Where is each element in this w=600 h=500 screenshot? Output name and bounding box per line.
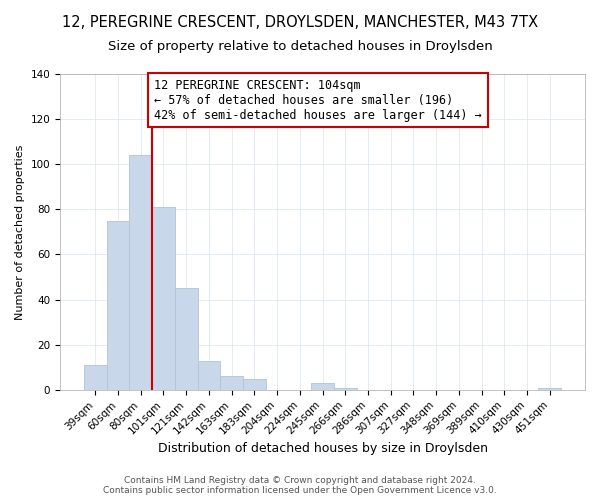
Bar	[243, 378, 266, 390]
Bar	[538, 388, 561, 390]
Bar	[107, 220, 130, 390]
Bar	[152, 207, 175, 390]
Bar	[84, 365, 107, 390]
Y-axis label: Number of detached properties: Number of detached properties	[15, 144, 25, 320]
Bar	[311, 383, 334, 390]
Bar	[220, 376, 243, 390]
Bar	[175, 288, 197, 390]
Text: 12 PEREGRINE CRESCENT: 104sqm
← 57% of detached houses are smaller (196)
42% of : 12 PEREGRINE CRESCENT: 104sqm ← 57% of d…	[154, 78, 482, 122]
X-axis label: Distribution of detached houses by size in Droylsden: Distribution of detached houses by size …	[158, 442, 488, 455]
Text: Contains HM Land Registry data © Crown copyright and database right 2024.
Contai: Contains HM Land Registry data © Crown c…	[103, 476, 497, 495]
Bar	[334, 388, 356, 390]
Bar	[197, 360, 220, 390]
Bar	[130, 155, 152, 390]
Text: 12, PEREGRINE CRESCENT, DROYLSDEN, MANCHESTER, M43 7TX: 12, PEREGRINE CRESCENT, DROYLSDEN, MANCH…	[62, 15, 538, 30]
Text: Size of property relative to detached houses in Droylsden: Size of property relative to detached ho…	[107, 40, 493, 53]
